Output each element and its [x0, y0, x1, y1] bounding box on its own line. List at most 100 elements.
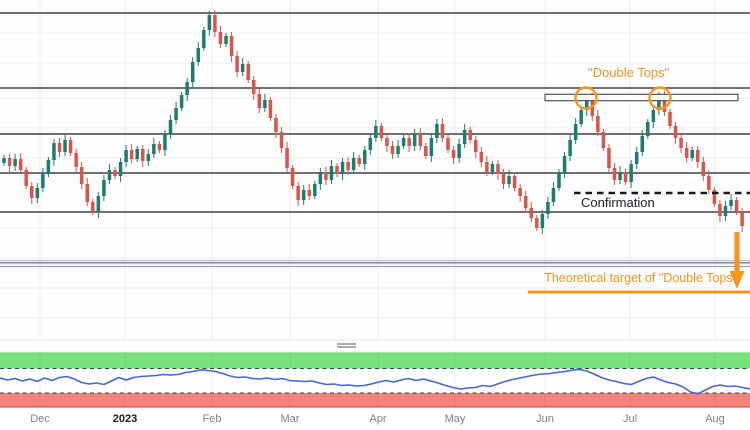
candle-body: [30, 186, 34, 198]
candle-body: [329, 166, 334, 180]
candle-body: [557, 172, 561, 188]
candle-body: [390, 146, 395, 154]
candle-body: [573, 124, 578, 140]
candle-body: [141, 149, 145, 161]
candle-body: [235, 56, 239, 72]
candle-body: [202, 30, 206, 48]
axis-month-label[interactable]: Jun: [536, 413, 554, 425]
candle-body: [218, 32, 223, 44]
candle-body: [435, 124, 439, 138]
candle-body: [729, 200, 733, 206]
candle-body: [579, 110, 583, 124]
candle-body: [196, 48, 200, 62]
candle-body: [268, 100, 273, 118]
candle-body: [679, 138, 683, 148]
candle-body: [340, 162, 345, 174]
candle-body: [274, 118, 278, 132]
candle-body: [585, 98, 589, 110]
candle-body: [35, 188, 40, 198]
candle-body: [734, 200, 739, 212]
pane-gap-bg: [0, 340, 750, 352]
candle-body: [529, 208, 533, 218]
down-arrow-shaft[interactable]: [734, 232, 740, 271]
candle-body: [163, 134, 167, 150]
candle-body: [512, 176, 517, 188]
candle-body: [623, 172, 628, 182]
axis-year-label[interactable]: 2023: [112, 413, 138, 425]
target-annotation-label[interactable]: Theoretical target of "Double Tops": [544, 271, 737, 285]
double-tops-annotation-label[interactable]: "Double Tops": [588, 65, 670, 80]
candle-body: [124, 150, 128, 162]
candle-body: [135, 149, 139, 159]
candle-body: [607, 148, 611, 168]
candle-body: [157, 144, 162, 150]
double-top-circle[interactable]: [648, 86, 672, 110]
candle-body: [723, 206, 728, 216]
candle-body: [129, 150, 134, 159]
candle-body: [285, 148, 289, 168]
candle-body: [213, 15, 217, 32]
double-top-resistance-box[interactable]: [544, 93, 739, 102]
candles-layer: [2, 10, 744, 234]
candle-body: [696, 150, 700, 162]
pane-divider-handle[interactable]: [337, 343, 356, 350]
double-top-circle[interactable]: [574, 86, 598, 110]
candle-body: [179, 95, 184, 108]
candle-body: [640, 136, 644, 152]
candle-body: [385, 138, 389, 146]
candle-body: [424, 146, 428, 156]
candle-body: [501, 174, 506, 184]
candle-body: [107, 170, 112, 180]
candle-body: [68, 140, 73, 153]
axis-month-label[interactable]: Feb: [202, 413, 222, 425]
candle-body: [540, 214, 545, 228]
divider-grip-bar: [337, 343, 356, 345]
candle-body: [96, 196, 101, 212]
candle-body: [518, 188, 522, 196]
candle-body: [690, 150, 694, 158]
candle-body: [91, 202, 95, 212]
candle-body: [74, 153, 78, 167]
candle-body: [646, 122, 650, 136]
candle-body: [718, 204, 722, 216]
candle-body: [407, 138, 411, 146]
candle-body: [479, 152, 484, 162]
candle-body: [252, 80, 256, 94]
axis-month-label[interactable]: May: [444, 413, 466, 425]
axis-month-label[interactable]: Mar: [280, 413, 300, 425]
candle-body: [190, 62, 195, 82]
candle-body: [346, 162, 350, 170]
candle-body: [18, 159, 23, 170]
axis-month-label[interactable]: Jul: [622, 413, 638, 425]
candle-body: [118, 162, 123, 176]
candle-body: [401, 138, 406, 146]
confirmation-annotation-label[interactable]: Confirmation: [581, 195, 655, 210]
candle-body: [562, 156, 567, 172]
candle-body: [224, 36, 228, 44]
candle-body: [657, 97, 661, 110]
candle-body: [379, 126, 384, 138]
candle-body: [374, 126, 378, 138]
candle-body: [651, 110, 656, 122]
candle-body: [63, 140, 67, 152]
candle-body: [7, 158, 12, 166]
axis-month-label[interactable]: Aug: [705, 413, 725, 425]
candle-body: [168, 120, 173, 134]
candle-body: [351, 158, 356, 170]
time-axis[interactable]: Dec 2023 Feb Mar Apr May Jun Jul Aug: [0, 408, 750, 430]
candle-body: [85, 184, 89, 202]
axis-month-label[interactable]: Apr: [369, 413, 387, 425]
candle-body: [301, 190, 306, 200]
candle-body: [307, 190, 311, 196]
candle-body: [496, 164, 500, 174]
candle-body: [263, 100, 267, 108]
axis-month-label[interactable]: Dec: [30, 413, 50, 425]
main-price-pane-bg: [0, 0, 750, 340]
candle-body: [701, 162, 706, 176]
candle-body: [279, 132, 284, 148]
candle-body: [146, 154, 151, 161]
overbought-band: [0, 352, 750, 369]
down-arrow-head[interactable]: [729, 271, 745, 289]
